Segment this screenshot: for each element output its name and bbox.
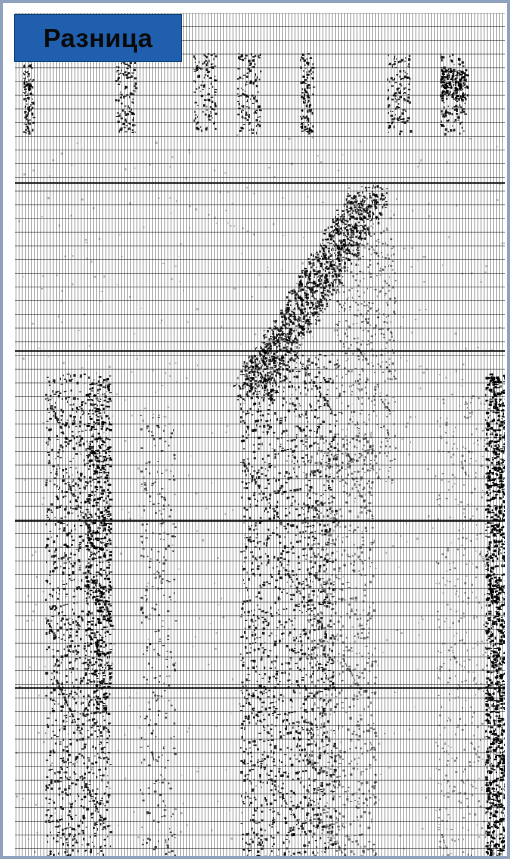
panel-title-box: Разница [15, 15, 181, 61]
panel-title: Разница [43, 22, 153, 53]
seismic-wiggles [15, 53, 505, 856]
seismic-section-plot [15, 13, 505, 856]
time-lines [15, 13, 505, 850]
